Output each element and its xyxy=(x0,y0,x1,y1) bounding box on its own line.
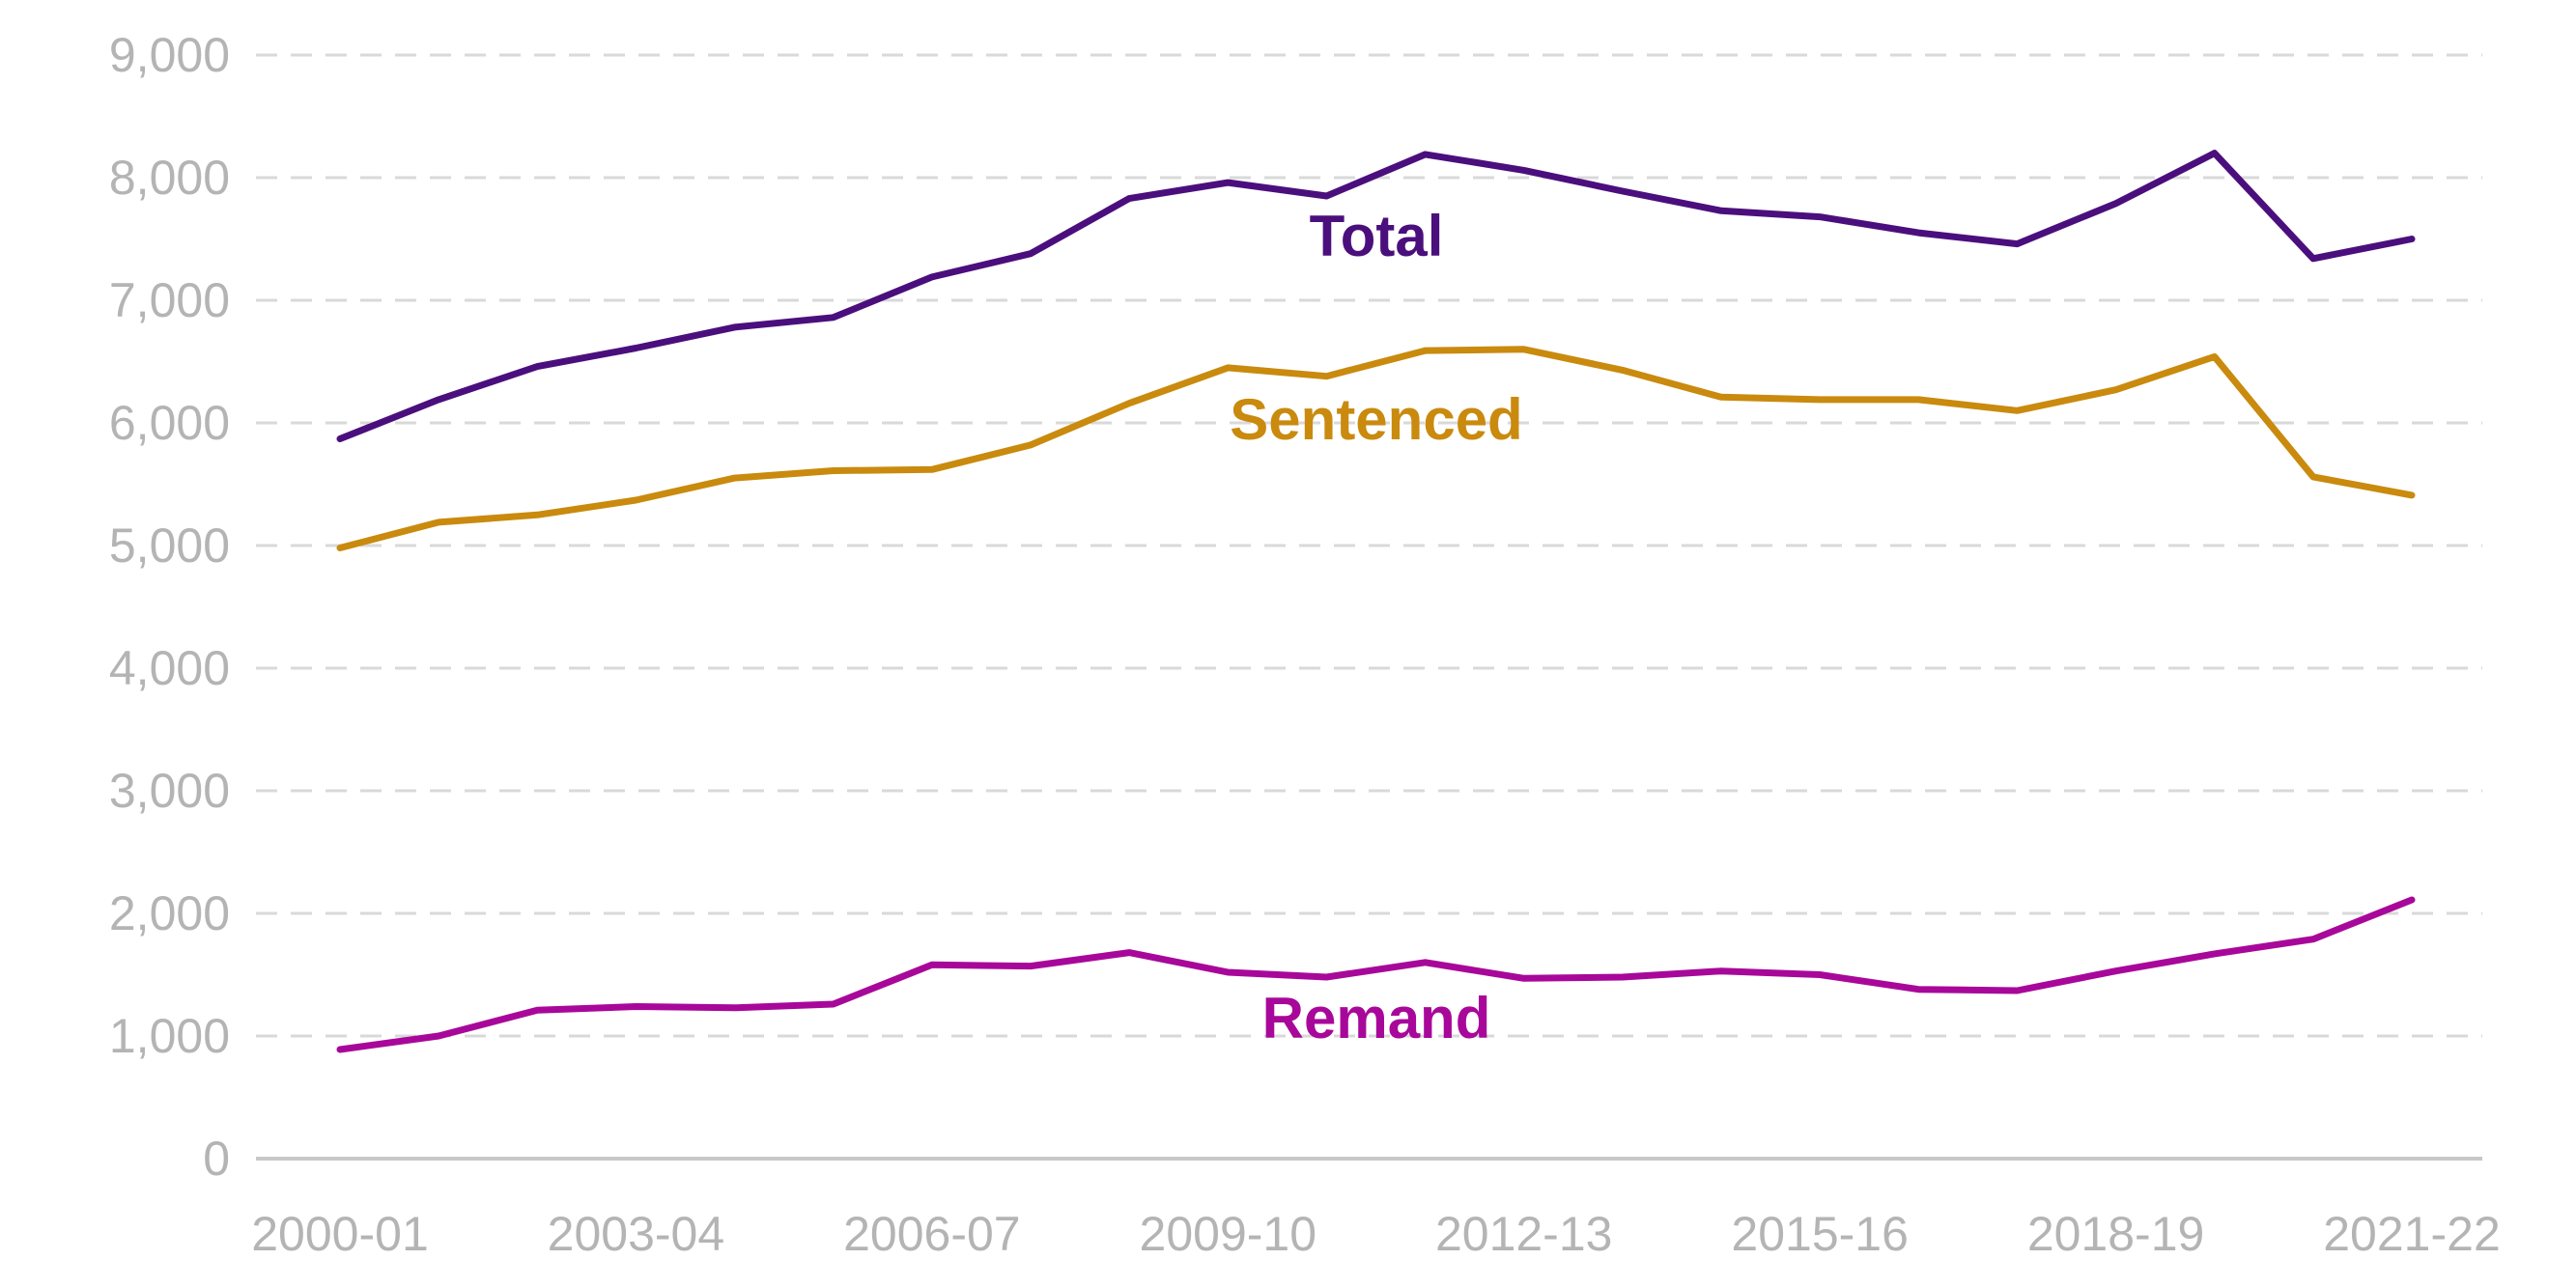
x-tick-label: 2015-16 xyxy=(1731,1207,1909,1261)
y-tick-label: 0 xyxy=(203,1132,230,1186)
y-tick-label: 1,000 xyxy=(109,1009,230,1063)
y-tick-label: 2,000 xyxy=(109,886,230,940)
series-label-remand: Remand xyxy=(1262,986,1491,1050)
y-tick-label: 8,000 xyxy=(109,151,230,205)
x-tick-label: 2012-13 xyxy=(1435,1207,1613,1261)
x-tick-label: 2003-04 xyxy=(548,1207,725,1261)
x-tick-label: 2000-01 xyxy=(251,1207,429,1261)
grid-layer xyxy=(256,53,2482,1038)
x-tick-label: 2021-22 xyxy=(2323,1207,2501,1261)
axis-layer: 0 1,000 2,000 3,000 4,000 5,000 6,000 7,000 8,00… xyxy=(109,28,2501,1261)
y-tick-label: 4,000 xyxy=(109,641,230,695)
series-label-sentenced: Sentenced xyxy=(1230,387,1522,452)
y-tick-label: 7,000 xyxy=(109,273,230,327)
y-tick-label: 9,000 xyxy=(109,28,230,82)
series-line-sentenced xyxy=(336,346,2416,551)
series-label-total: Total xyxy=(1310,204,1444,268)
series-line-total xyxy=(336,150,2416,442)
y-tick-label: 5,000 xyxy=(109,518,230,573)
series-line-remand xyxy=(336,896,2416,1053)
y-tick-label: 6,000 xyxy=(109,396,230,450)
x-tick-label: 2018-19 xyxy=(2027,1207,2205,1261)
x-tick-label: 2009-10 xyxy=(1140,1207,1317,1261)
label-layer: Total Sentenced Remand xyxy=(1230,204,1522,1050)
series-layer xyxy=(336,150,2416,1053)
y-tick-label: 3,000 xyxy=(109,764,230,818)
x-tick-label: 2006-07 xyxy=(843,1207,1021,1261)
